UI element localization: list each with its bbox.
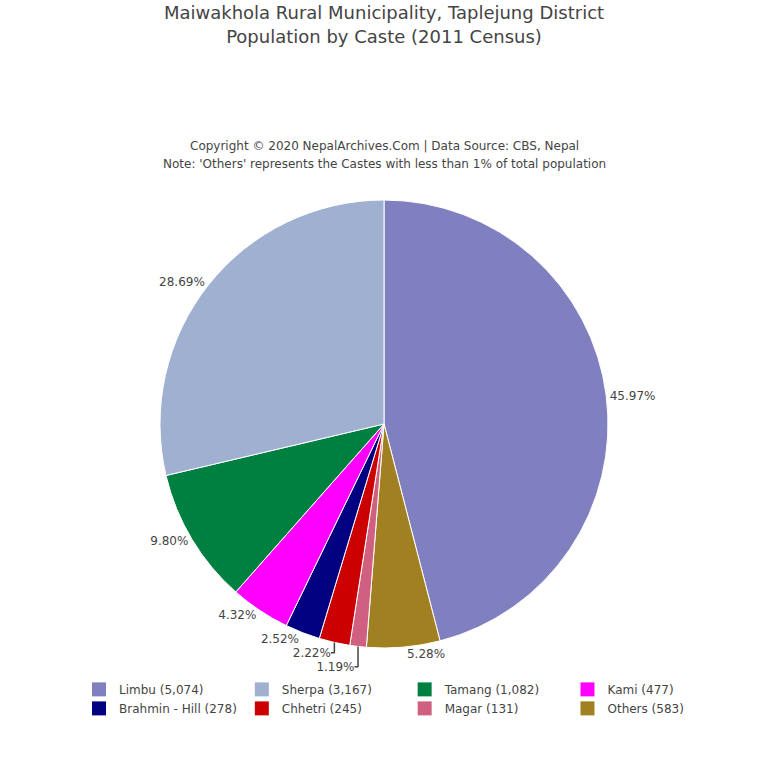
- svg-text:4.32%: 4.32%: [218, 608, 256, 622]
- svg-text:2.52%: 2.52%: [261, 632, 299, 646]
- svg-text:Copyright © 2020 NepalArchives: Copyright © 2020 NepalArchives.Com | Dat…: [190, 139, 579, 153]
- svg-text:45.97%: 45.97%: [610, 389, 656, 403]
- svg-text:1.19%: 1.19%: [316, 660, 354, 674]
- svg-text:Others (583): Others (583): [607, 702, 683, 716]
- svg-text:Kami (477): Kami (477): [607, 683, 673, 697]
- svg-text:Note: 'Others' represents the: Note: 'Others' represents the Castes wit…: [163, 157, 606, 171]
- svg-text:28.69%: 28.69%: [159, 275, 205, 289]
- svg-text:Maiwakhola Rural Municipality,: Maiwakhola Rural Municipality, Taplejung…: [164, 2, 604, 46]
- svg-text:2.22%: 2.22%: [293, 646, 331, 660]
- svg-text:Magar (131): Magar (131): [445, 702, 519, 716]
- svg-text:9.80%: 9.80%: [150, 534, 188, 548]
- svg-text:Limbu (5,074): Limbu (5,074): [119, 683, 203, 697]
- svg-text:Sherpa (3,167): Sherpa (3,167): [282, 683, 372, 697]
- svg-text:Tamang (1,082): Tamang (1,082): [444, 683, 540, 697]
- svg-text:Brahmin - Hill (278): Brahmin - Hill (278): [119, 702, 237, 716]
- svg-text:5.28%: 5.28%: [407, 647, 445, 661]
- svg-text:Chhetri (245): Chhetri (245): [282, 702, 362, 716]
